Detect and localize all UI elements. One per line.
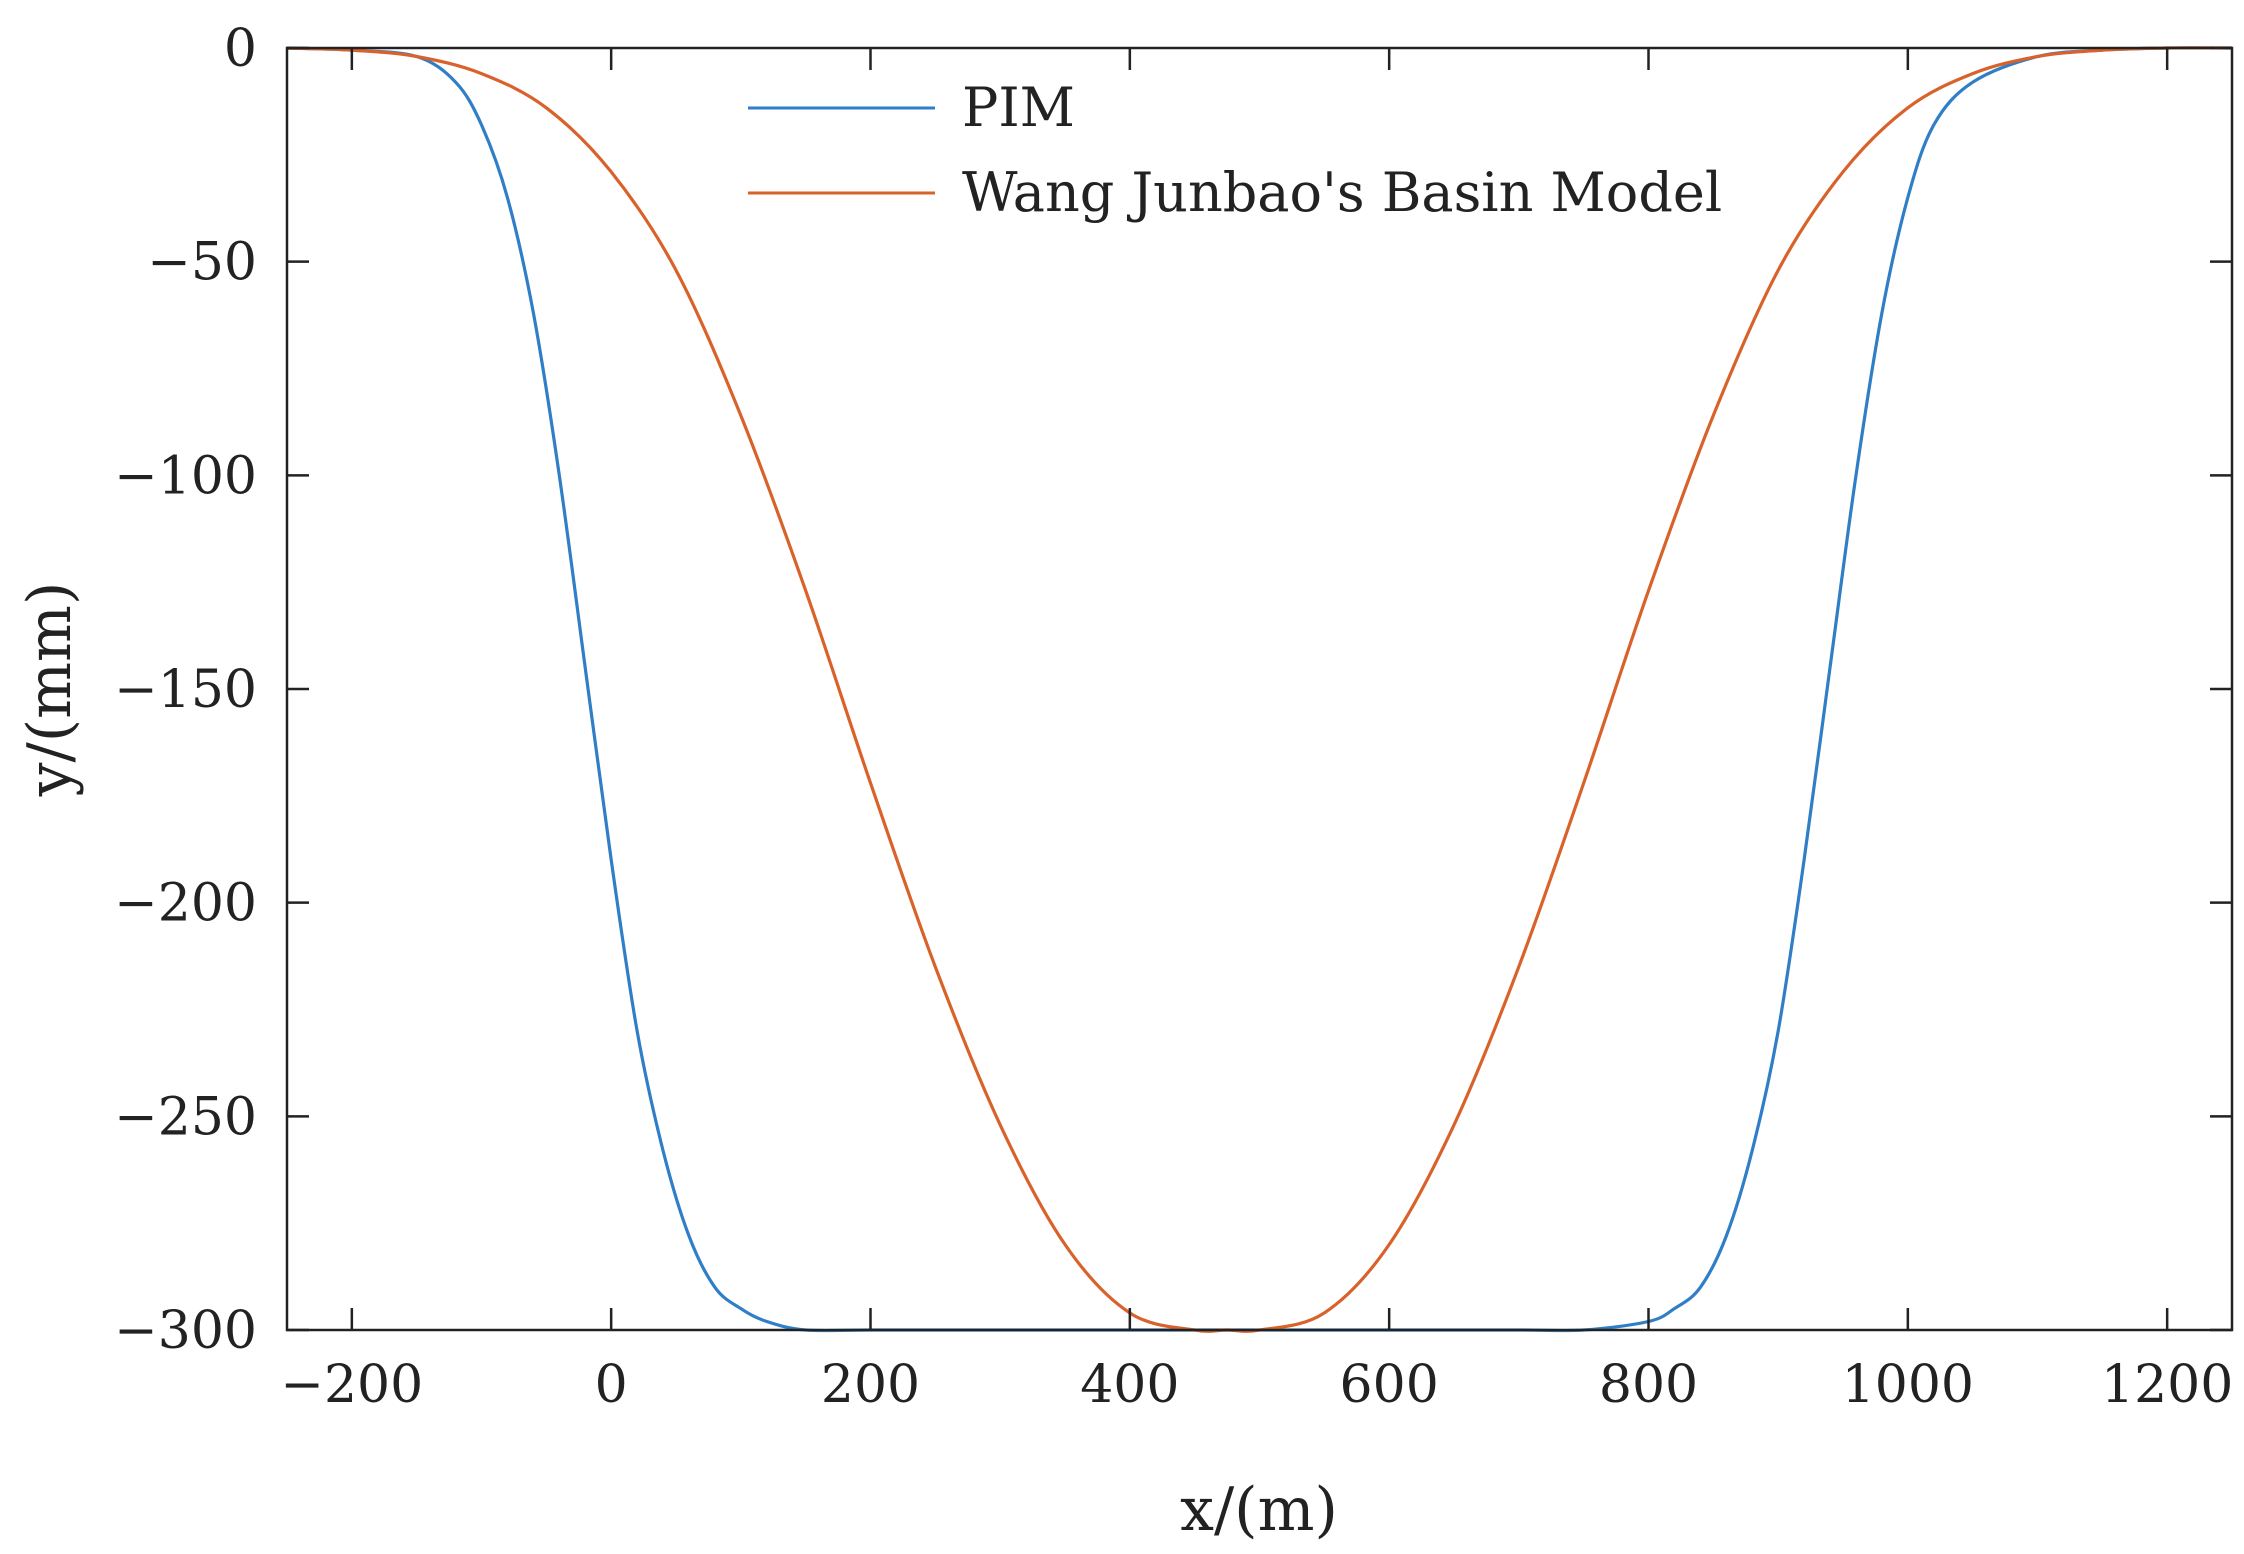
y-tick-label: −300 — [114, 1301, 257, 1361]
y-tick-label: −100 — [114, 446, 257, 506]
y-tick-label: 0 — [224, 19, 257, 79]
x-tick-label: −200 — [280, 1355, 423, 1415]
legend-label-wang-junbao: Wang Junbao's Basin Model — [962, 161, 1722, 224]
x-tick-label: 200 — [821, 1355, 920, 1415]
x-tick-label: 0 — [595, 1355, 628, 1415]
x-tick-label: 400 — [1080, 1355, 1179, 1415]
tick-layer: −200 0 200 400 600 800 1000 1200 0 −50 −100 −150 −20… — [114, 19, 2233, 1415]
x-tick-label: 600 — [1340, 1355, 1439, 1415]
y-tick-label: −250 — [114, 1087, 257, 1147]
y-axis-title: y/(mm) — [15, 582, 85, 798]
legend: PIM Wang Junbao's Basin Model — [748, 76, 1722, 224]
x-tick-label: 800 — [1599, 1355, 1698, 1415]
legend-label-pim: PIM — [962, 76, 1075, 139]
y-tick-label: −200 — [114, 874, 257, 934]
y-tick-label: −50 — [147, 233, 257, 293]
plot-area — [287, 48, 2232, 1330]
x-tick-label: 1000 — [1842, 1355, 1974, 1415]
x-tick-label: 1200 — [2101, 1355, 2233, 1415]
y-tick-label: −150 — [114, 660, 257, 720]
x-axis-title: x/(m) — [1180, 1475, 1338, 1545]
